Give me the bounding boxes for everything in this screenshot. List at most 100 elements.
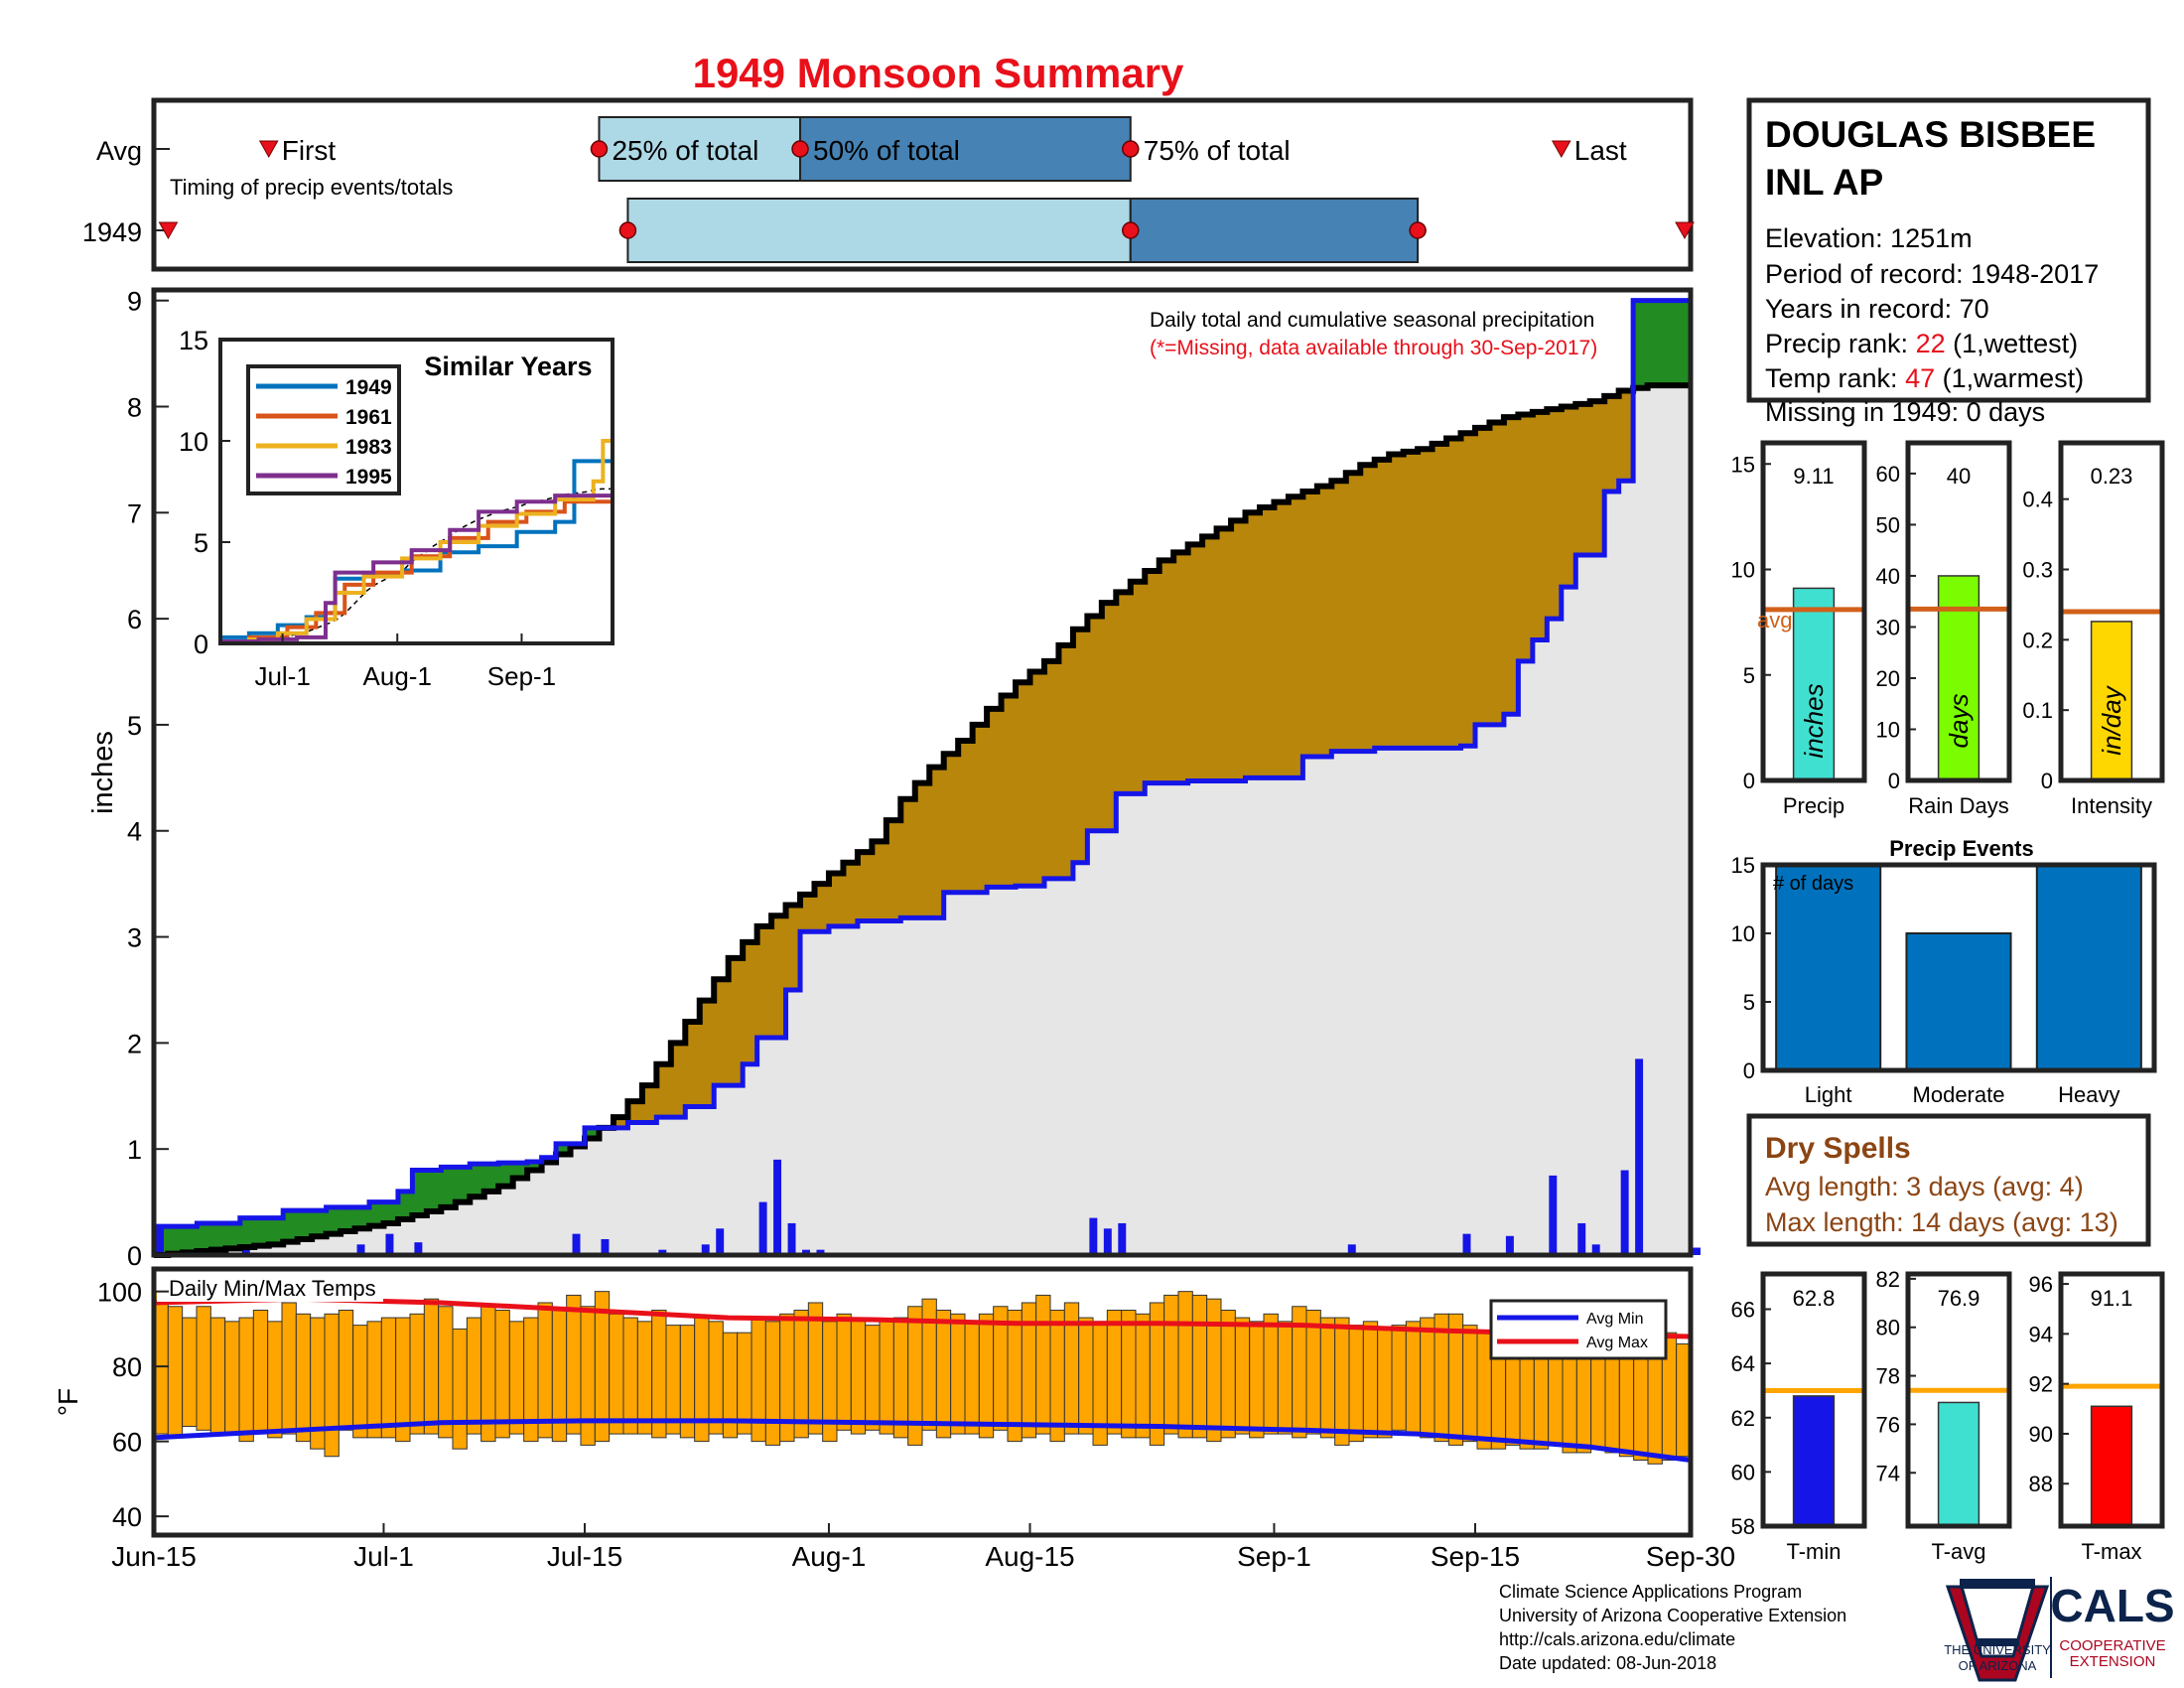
temp-range-bar	[238, 1317, 254, 1443]
stat-unit: in/day	[2097, 684, 2126, 755]
stat-tick-label: 88	[2029, 1472, 2053, 1496]
below-avg-fill	[1418, 449, 1433, 749]
stat-tick-label: 30	[1876, 615, 1900, 639]
temp-range-bar	[665, 1325, 681, 1435]
stat-value: 0.23	[2091, 464, 2133, 489]
above-avg-fill	[168, 1226, 184, 1254]
temp-range-bar	[1191, 1294, 1208, 1439]
above-avg-fill	[1633, 300, 1649, 388]
above-avg-fill	[283, 1210, 299, 1242]
y-tick-label: 5	[127, 711, 142, 741]
y-tick-label: 7	[127, 498, 142, 528]
above-avg-fill	[297, 1210, 313, 1239]
y-tick-label: 6	[127, 605, 142, 634]
station-precip-rank: Precip rank: 22 (1,wettest)	[1765, 329, 2078, 358]
events-bar	[2035, 864, 2142, 1071]
below-avg-fill	[1043, 660, 1060, 879]
stat-value: 91.1	[2091, 1286, 2133, 1311]
below-avg-fill	[1575, 403, 1591, 556]
station-name-line2: INL AP	[1765, 162, 1883, 203]
stat-label: Precip	[1783, 793, 1844, 818]
above-avg-fill	[498, 1163, 514, 1187]
daily-precip-bar	[701, 1244, 710, 1255]
stat-tick-label: 60	[1876, 462, 1900, 487]
below-avg-fill	[1302, 491, 1318, 757]
temp-range-bar	[1618, 1342, 1635, 1458]
below-avg-fill	[771, 915, 787, 1039]
above-avg-fill	[441, 1167, 457, 1207]
footer-line3[interactable]: http://cals.arizona.edu/climate	[1499, 1629, 1736, 1649]
events-tick-label: 0	[1743, 1058, 1755, 1083]
below-avg-fill	[987, 708, 1003, 888]
temp-y-tick-label: 40	[112, 1502, 142, 1532]
temp-range-bar	[182, 1317, 198, 1428]
temp-range-bar	[224, 1321, 240, 1435]
inset-title: Similar Years	[424, 352, 592, 381]
events-tick-label: 5	[1743, 990, 1755, 1015]
below-avg-fill	[1374, 459, 1390, 749]
inset-frame	[218, 338, 614, 645]
above-avg-fill	[483, 1164, 499, 1192]
stat-tick-label: 0.1	[2022, 698, 2053, 723]
daily-precip-bar	[1089, 1217, 1098, 1255]
daily-precip-bar	[1693, 1247, 1701, 1255]
below-avg-fill	[1245, 512, 1261, 778]
temp-range-bar	[252, 1310, 269, 1435]
temp-title-bg	[157, 1272, 383, 1302]
avg-last-marker	[1551, 140, 1571, 159]
below-avg-fill	[886, 820, 901, 921]
below-avg-fill	[613, 1117, 629, 1128]
above-avg-fill	[426, 1170, 442, 1211]
y-tick-label: 3	[127, 923, 142, 953]
below-avg-fill	[1274, 501, 1290, 778]
inset-x-tick-label: Sep-1	[487, 661, 556, 691]
temp-range-bar	[1177, 1291, 1193, 1439]
below-avg-fill	[1259, 506, 1276, 778]
stat-tick-label: 94	[2029, 1322, 2053, 1346]
stat-bar	[1792, 1395, 1836, 1527]
below-avg-fill	[728, 957, 744, 1086]
similar-years-inset: 0 5 10 15 Jul-1 Aug-1 Sep-1 Similar Years 1949 19…	[179, 326, 614, 691]
temp-range-bar	[466, 1317, 482, 1435]
below-avg-fill	[1231, 520, 1247, 781]
dry-spells-avg: Avg length: 3 days (avg: 4)	[1765, 1172, 2084, 1201]
events-title: Precip Events	[1889, 836, 2034, 861]
inset-series-line	[220, 485, 614, 643]
timing-row-label: 1949	[82, 217, 142, 247]
stat-value: 40	[1947, 464, 1971, 489]
temp-range-bar	[537, 1302, 553, 1439]
avg-quartile-dot	[791, 140, 809, 158]
below-avg-fill	[1016, 682, 1031, 887]
x-tick-label: Jul-1	[353, 1541, 414, 1572]
station-missing: Missing in 1949: 0 days	[1765, 397, 2045, 427]
dry-spells-box: Dry Spells Avg length: 3 days (avg: 4) M…	[1746, 1113, 2151, 1247]
temp-range-bar	[452, 1328, 468, 1450]
temp-range-bar	[1007, 1310, 1023, 1443]
above-avg-fill	[512, 1163, 528, 1179]
below-avg-fill	[1618, 390, 1634, 482]
below-avg-fill	[1216, 528, 1232, 781]
temp-range-bar	[964, 1321, 980, 1435]
x-tick-label: Sep-1	[1237, 1541, 1311, 1572]
temp-range-bar	[380, 1317, 397, 1439]
avg-pct-label: 75% of total	[1144, 135, 1291, 166]
above-avg-fill	[312, 1210, 328, 1237]
above-avg-fill	[556, 1143, 572, 1155]
x-tick-label: Aug-1	[792, 1541, 867, 1572]
stat-tick-label: 80	[1876, 1316, 1900, 1340]
temp-range-bar	[1078, 1317, 1094, 1435]
avg-pct-label: 50% of total	[813, 135, 960, 166]
above-avg-fill	[354, 1206, 370, 1229]
inset-y-tick-label: 10	[179, 427, 208, 457]
below-avg-fill	[972, 724, 988, 893]
below-avg-fill	[1360, 465, 1376, 752]
below-avg-fill	[1145, 571, 1160, 783]
stat-tick-label: 66	[1731, 1298, 1755, 1323]
stat-panel-frame	[2058, 440, 2165, 783]
daily-precip-bar	[1505, 1235, 1514, 1255]
temp-range-bar	[1334, 1317, 1350, 1446]
daily-precip-bar	[1347, 1244, 1356, 1255]
inset-x-tick-label: Aug-1	[363, 661, 432, 691]
dry-spells-title: Dry Spells	[1765, 1132, 1911, 1165]
